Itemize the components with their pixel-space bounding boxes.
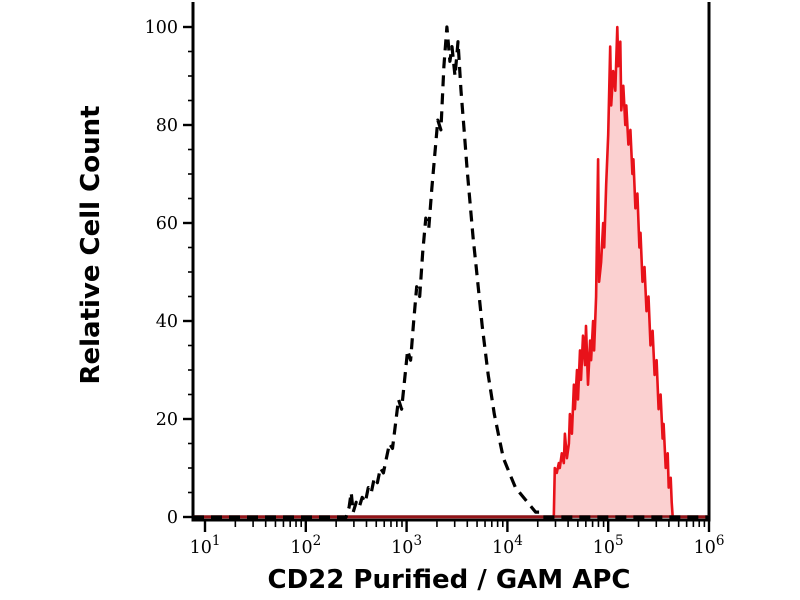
y-tick-label: 0 — [167, 508, 178, 528]
y-axis-label: Relative Cell Count — [76, 105, 106, 385]
x-axis-label: CD22 Purified / GAM APC — [267, 565, 631, 595]
y-axis-ticks: 0 20 40 60 80 100 — [145, 18, 192, 528]
x-tick-label: 102 — [290, 533, 321, 558]
x-tick-label: 106 — [694, 533, 725, 558]
y-tick-label: 100 — [145, 18, 178, 38]
dashed-black-histogram-curve — [193, 25, 709, 519]
axes — [191, 2, 711, 522]
x-tick-label: 101 — [190, 533, 221, 558]
x-tick-label: 105 — [593, 533, 624, 558]
red-filled-histogram-curve — [193, 25, 709, 519]
x-tick-label: 103 — [391, 533, 422, 558]
y-tick-label: 80 — [156, 116, 178, 136]
x-axis-ticks: 101 102 103 104 105 106 — [190, 521, 725, 558]
y-tick-label: 20 — [156, 410, 178, 430]
y-tick-label: 60 — [156, 214, 178, 234]
x-tick-label: 104 — [492, 533, 523, 558]
y-tick-label: 40 — [156, 312, 178, 332]
